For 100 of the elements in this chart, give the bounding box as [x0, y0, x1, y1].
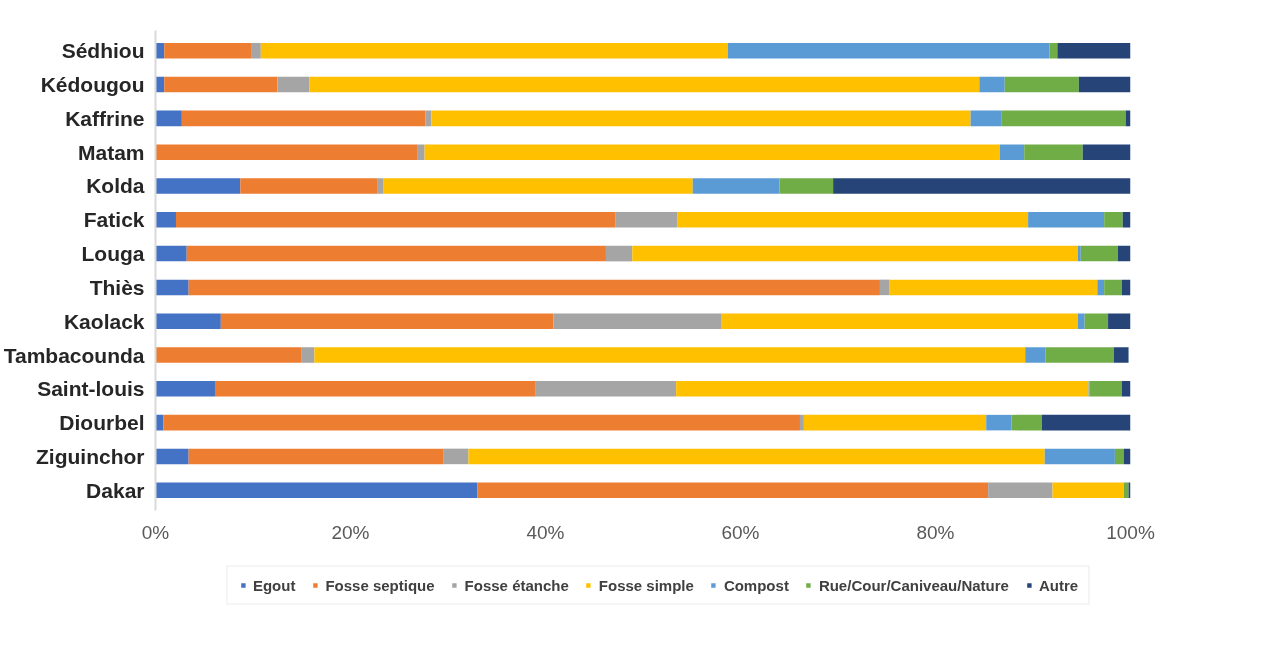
bar [1097, 279, 1105, 296]
x-tick-label: 60% [721, 521, 760, 543]
legend-label: Rue/Cour/Caniveau/Nature [818, 576, 1009, 594]
legend-label: Autre [1038, 576, 1079, 594]
bar [988, 482, 1053, 498]
bar [1041, 414, 1131, 431]
bar [301, 347, 315, 363]
bar [214, 381, 536, 397]
y-tick-label: Kédougou [40, 73, 145, 97]
bar [383, 178, 693, 194]
bar [799, 414, 804, 431]
y-tick-label: Thiès [89, 275, 145, 299]
bar [186, 245, 606, 262]
bar [1057, 43, 1131, 59]
y-tick-label: Kolda [86, 174, 145, 198]
bar [155, 110, 182, 127]
bar [999, 144, 1025, 160]
y-tick-label: Kaffrine [65, 106, 145, 130]
y-tick-label: Kaolack [63, 309, 145, 333]
y-tick-label: Louga [81, 242, 145, 266]
bar [1080, 245, 1118, 262]
bar [251, 43, 261, 59]
bar [163, 414, 800, 431]
bar [676, 381, 1089, 397]
bar [692, 178, 780, 194]
bar [188, 448, 444, 465]
bar [155, 482, 478, 498]
bar [1052, 482, 1124, 498]
y-tick-label: Ziguinchor [36, 444, 145, 468]
x-tick-label: 0% [141, 521, 170, 543]
bar [155, 381, 215, 397]
bar [240, 178, 378, 194]
bar [1078, 76, 1131, 93]
bar [155, 279, 189, 296]
bar [155, 347, 302, 363]
bar [155, 245, 187, 262]
bar [155, 313, 221, 329]
y-tick-label: Dakar [86, 478, 145, 502]
bar [879, 279, 890, 296]
x-tick-label: 80% [916, 521, 955, 543]
bar [535, 381, 677, 397]
bar [1004, 76, 1079, 93]
y-tick-label: Tambacounda [3, 343, 145, 367]
bar [605, 245, 633, 262]
y-tick-label: Sédhiou [61, 39, 145, 63]
x-tick-label: 20% [331, 521, 370, 543]
bar [431, 110, 971, 127]
bar [986, 414, 1012, 431]
bar [1123, 482, 1129, 498]
bar [1121, 381, 1131, 397]
bar [1044, 448, 1115, 465]
bar [188, 279, 880, 296]
bar [1084, 313, 1109, 329]
bar [889, 279, 1098, 296]
bar [1089, 381, 1122, 397]
bar [155, 212, 176, 228]
x-tick-label: 40% [526, 521, 565, 543]
bar [164, 43, 252, 59]
bar [477, 482, 989, 498]
bar [377, 178, 384, 194]
bar [1122, 212, 1131, 228]
bar [468, 448, 1045, 465]
legend-label: Fosse étanche [464, 576, 569, 594]
bar [1045, 347, 1114, 363]
legend-label: Fosse simple [598, 576, 694, 594]
bar [220, 313, 554, 329]
bar [727, 43, 1050, 59]
bar [277, 76, 310, 93]
bar [1104, 279, 1122, 296]
y-tick-label: Diourbel [59, 411, 145, 435]
bar [1025, 347, 1046, 363]
bar [803, 414, 987, 431]
bar [677, 212, 1029, 228]
bar [1082, 144, 1131, 160]
bar [443, 448, 469, 465]
legend-label: Fosse septique [325, 576, 435, 594]
bar [833, 178, 1131, 194]
bar [1001, 110, 1126, 127]
y-tick-label: Matam [77, 140, 145, 164]
bar [424, 144, 1000, 160]
legend-label: Compost [723, 576, 789, 594]
x-tick-label: 100% [1106, 521, 1155, 543]
bar [175, 212, 616, 228]
bar [970, 110, 1002, 127]
bar [1114, 448, 1124, 465]
bar [314, 347, 1026, 363]
bar [309, 76, 980, 93]
bar [417, 144, 425, 160]
legend-label: Egout [252, 576, 296, 594]
y-tick-label: Saint-louis [37, 377, 145, 401]
bar [1028, 212, 1105, 228]
bar [979, 76, 1005, 93]
bar [779, 178, 834, 194]
bar [1077, 245, 1081, 262]
bar [164, 76, 278, 93]
bar [615, 212, 678, 228]
y-tick-label: Fatick [83, 208, 145, 232]
bar [1117, 245, 1131, 262]
bar [155, 178, 241, 194]
bar [1108, 313, 1131, 329]
